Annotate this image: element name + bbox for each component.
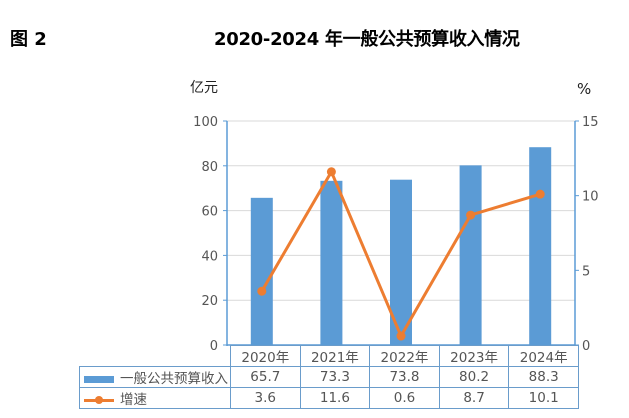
table-cell: 0.6 [369, 387, 440, 409]
legend-label: 一般公共预算收入 [120, 371, 228, 387]
bar [320, 180, 343, 345]
category-label: 2024年 [508, 345, 579, 367]
legend-growth: 增速 [79, 387, 231, 409]
category-label: 2020年 [230, 345, 301, 367]
table-cell: 73.3 [299, 366, 371, 388]
y2-axis-unit: % [577, 80, 592, 98]
y-tick-label: 80 [201, 160, 218, 175]
bar [390, 179, 412, 345]
y2-tick-label: 10 [582, 190, 599, 205]
bar [529, 147, 552, 345]
growth-marker [535, 189, 545, 199]
category-label: 2022年 [369, 345, 440, 367]
category-label: 2021年 [299, 345, 371, 367]
growth-marker [257, 286, 267, 296]
bar-legend-icon [84, 375, 114, 383]
y2-tick-label: 0 [582, 339, 590, 354]
chart-title: 2020-2024 年一般公共预算收入情况 [214, 29, 520, 50]
y-tick-label: 100 [193, 115, 218, 130]
growth-marker [396, 331, 406, 341]
y-tick-label: 40 [201, 249, 218, 264]
legend-label: 增速 [120, 392, 147, 408]
y-tick-label: 20 [201, 294, 218, 309]
table-cell: 10.1 [508, 387, 579, 409]
category-row: 2020年 2021年 2022年 2023年 2024年 [80, 345, 579, 367]
table-cell: 65.7 [230, 366, 301, 388]
table-cell: 80.2 [438, 366, 510, 388]
y-tick-label: 0 [210, 339, 218, 354]
y-tick-label: 60 [201, 205, 218, 220]
data-table: 2020年 2021年 2022年 2023年 2024年 一般公共预算收入 6… [79, 345, 579, 409]
bar [459, 165, 482, 345]
category-label: 2023年 [438, 345, 510, 367]
table-cell: 88.3 [508, 366, 579, 388]
bar [250, 197, 273, 345]
y2-tick-label: 15 [582, 115, 599, 130]
legend-revenue: 一般公共预算收入 [79, 366, 231, 388]
y2-tick-label: 5 [582, 264, 590, 279]
growth-marker [466, 210, 476, 220]
table-cell: 3.6 [230, 387, 301, 409]
growth-marker [326, 167, 336, 177]
table-row-growth: 增速 3.6 11.6 0.6 8.7 10.1 [79, 387, 579, 409]
line-legend-icon [84, 395, 114, 404]
y-axis-unit: 亿元 [190, 80, 218, 96]
table-row-revenue: 一般公共预算收入 65.7 73.3 73.8 80.2 88.3 [79, 366, 579, 388]
table-cell: 73.8 [369, 366, 440, 388]
figure-label: 图 2 [10, 29, 47, 50]
table-cell: 11.6 [299, 387, 371, 409]
table-cell: 8.7 [438, 387, 510, 409]
